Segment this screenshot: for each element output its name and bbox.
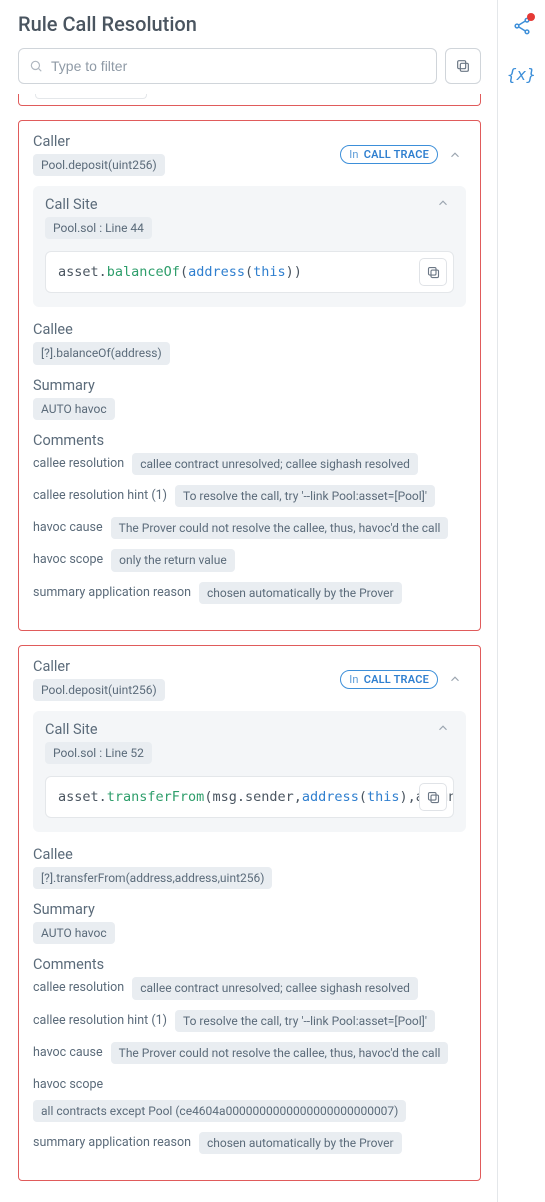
caller-value: Pool.deposit(uint256) xyxy=(33,154,165,176)
summary-value: AUTO havoc xyxy=(33,398,115,420)
page-title: Rule Call Resolution xyxy=(18,12,197,36)
badge-in: In xyxy=(349,673,358,686)
comment-key: havoc scope xyxy=(33,1074,103,1092)
resolution-card: Caller Pool.deposit(uint256) In CALL TRA… xyxy=(18,120,481,631)
caller-head: Caller Pool.deposit(uint256) In CALL TRA… xyxy=(33,658,466,701)
copy-code-button[interactable] xyxy=(419,258,447,286)
caller-label: Caller xyxy=(33,133,165,150)
callee-label: Callee xyxy=(33,846,466,863)
comment-value: all contracts except Pool (ce4604a000000… xyxy=(33,1100,406,1122)
summary-block: Summary AUTO havoc xyxy=(33,901,466,944)
notification-dot xyxy=(527,13,535,21)
comment-key: callee resolution xyxy=(33,453,124,471)
summary-label: Summary xyxy=(33,901,466,918)
comment-key: summary application reason xyxy=(33,582,191,600)
search-icon xyxy=(29,59,43,73)
comments-block: Comments callee resolution callee contra… xyxy=(33,432,466,604)
collapse-toggle[interactable] xyxy=(448,148,466,162)
comment-row-callee-resolution-hint: callee resolution hint (1) To resolve th… xyxy=(33,485,466,507)
comment-key: havoc cause xyxy=(33,517,103,535)
comment-value: The Prover could not resolve the callee,… xyxy=(111,1042,449,1064)
call-site-label: Call Site xyxy=(45,196,152,213)
comment-value: callee contract unresolved; callee sigha… xyxy=(132,977,418,999)
comments-block: Comments callee resolution callee contra… xyxy=(33,956,466,1154)
comment-row-callee-resolution: callee resolution callee contract unreso… xyxy=(33,453,466,475)
comment-row-havoc-scope: havoc scope only the return value xyxy=(33,549,466,571)
call-site-box: Call Site Pool.sol : Line 44 asset.balan… xyxy=(33,186,466,307)
comment-row-callee-resolution: callee resolution callee contract unreso… xyxy=(33,977,466,999)
comment-value: chosen automatically by the Prover xyxy=(199,1132,402,1154)
collapse-toggle[interactable] xyxy=(436,196,454,210)
comment-row-havoc-cause: havoc cause The Prover could not resolve… xyxy=(33,1042,466,1064)
summary-value: AUTO havoc xyxy=(33,922,115,944)
collapse-toggle[interactable] xyxy=(448,672,466,686)
comment-value: The Prover could not resolve the callee,… xyxy=(111,517,449,539)
call-trace-badge[interactable]: In CALL TRACE xyxy=(340,145,438,164)
call-trace-badge[interactable]: In CALL TRACE xyxy=(340,670,438,689)
collapse-toggle[interactable] xyxy=(436,721,454,735)
badge-text: CALL TRACE xyxy=(364,148,429,161)
caller-label: Caller xyxy=(33,658,165,675)
callee-value: [?].transferFrom(address,address,uint256… xyxy=(33,867,272,889)
comment-row-summary-app-reason: summary application reason chosen automa… xyxy=(33,582,466,604)
side-column: {x} xyxy=(497,0,545,1202)
call-site-location: Pool.sol : Line 44 xyxy=(45,217,152,239)
badge-text: CALL TRACE xyxy=(364,673,429,686)
comment-value: chosen automatically by the Prover xyxy=(199,582,402,604)
callee-block: Callee [?].transferFrom(address,address,… xyxy=(33,846,466,889)
filter-row xyxy=(18,48,481,84)
comment-key: callee resolution xyxy=(33,977,124,995)
code-snippet: asset.balanceOf(address(this)) xyxy=(45,251,454,293)
comments-label: Comments xyxy=(33,432,466,449)
filter-input-wrapper[interactable] xyxy=(18,48,437,84)
title-row: Rule Call Resolution xyxy=(18,12,481,48)
summary-label: Summary xyxy=(33,377,466,394)
comment-value: To resolve the call, try '--link Pool:as… xyxy=(175,485,435,507)
caller-value: Pool.deposit(uint256) xyxy=(33,679,165,701)
summary-block: Summary AUTO havoc xyxy=(33,377,466,420)
callee-block: Callee [?].balanceOf(address) xyxy=(33,321,466,364)
comment-key: havoc scope xyxy=(33,549,103,567)
copy-code-button[interactable] xyxy=(419,783,447,811)
comment-row-havoc-scope: havoc scope all contracts except Pool (c… xyxy=(33,1074,466,1122)
callee-label: Callee xyxy=(33,321,466,338)
call-site-location: Pool.sol : Line 52 xyxy=(45,742,152,764)
comment-value: To resolve the call, try '--link Pool:as… xyxy=(175,1010,435,1032)
comment-row-callee-resolution-hint: callee resolution hint (1) To resolve th… xyxy=(33,1010,466,1032)
comment-value: only the return value xyxy=(111,549,235,571)
comment-value: callee contract unresolved; callee sigha… xyxy=(132,453,418,475)
filter-input[interactable] xyxy=(51,58,426,74)
comment-row-summary-app-reason: summary application reason chosen automa… xyxy=(33,1132,466,1154)
badge-in: In xyxy=(349,148,358,161)
variables-icon[interactable]: {x} xyxy=(506,64,537,85)
comments-label: Comments xyxy=(33,956,466,973)
caller-head: Caller Pool.deposit(uint256) In CALL TRA… xyxy=(33,133,466,176)
copy-all-button[interactable] xyxy=(445,48,481,84)
main-column: Rule Call Resolution Caller Pool.deposit… xyxy=(0,0,497,1202)
code-snippet: asset.transferFrom(msg.sender,address(th… xyxy=(45,776,454,818)
comment-key: callee resolution hint (1) xyxy=(33,485,167,503)
call-site-box: Call Site Pool.sol : Line 52 asset.trans… xyxy=(33,711,466,832)
call-site-label: Call Site xyxy=(45,721,152,738)
comment-key: callee resolution hint (1) xyxy=(33,1010,167,1028)
card-partial-above xyxy=(18,94,481,106)
comment-row-havoc-cause: havoc cause The Prover could not resolve… xyxy=(33,517,466,539)
comment-key: summary application reason xyxy=(33,1132,191,1150)
scroll-area[interactable]: Caller Pool.deposit(uint256) In CALL TRA… xyxy=(18,94,481,1202)
share-icon[interactable] xyxy=(512,16,532,36)
resolution-card: Caller Pool.deposit(uint256) In CALL TRA… xyxy=(18,645,481,1182)
callee-value: [?].balanceOf(address) xyxy=(33,342,170,364)
comment-key: havoc cause xyxy=(33,1042,103,1060)
